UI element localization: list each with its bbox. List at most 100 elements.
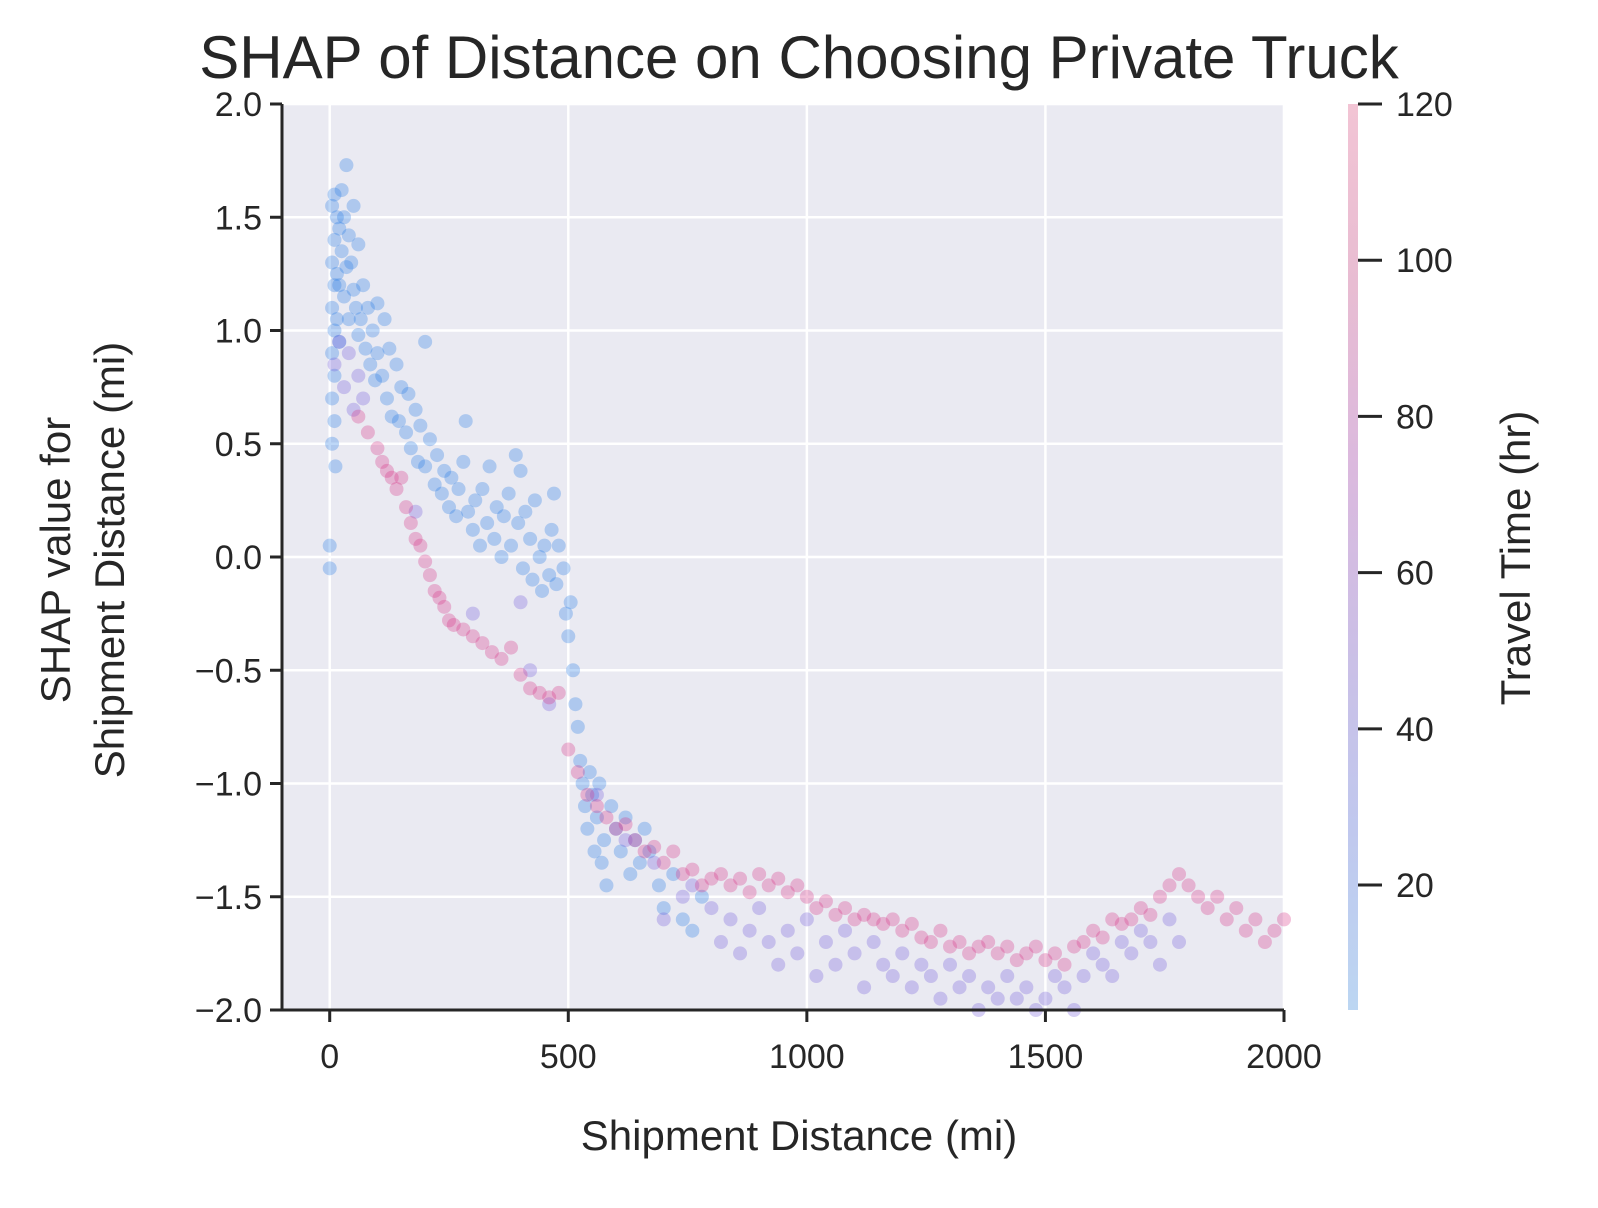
scatter-point xyxy=(508,448,523,463)
scatter-point xyxy=(418,459,433,474)
scatter-point xyxy=(923,935,938,950)
scatter-point xyxy=(523,531,538,546)
scatter-point xyxy=(434,486,449,501)
scatter-point xyxy=(1009,991,1024,1006)
scatter-point xyxy=(1172,867,1187,882)
scatter-point xyxy=(666,867,681,882)
scatter-point xyxy=(647,855,662,870)
y-tick-label: −0.5 xyxy=(195,652,262,690)
scatter-point xyxy=(713,867,728,882)
scatter-point xyxy=(780,885,795,900)
scatter-point xyxy=(914,930,929,945)
scatter-point xyxy=(587,844,602,859)
scatter-point xyxy=(694,889,709,904)
y-tick-label: −1.5 xyxy=(195,879,262,917)
scatter-point xyxy=(442,613,456,628)
scatter-point xyxy=(577,799,592,814)
x-tick-label: 500 xyxy=(540,1038,597,1076)
scatter-point xyxy=(1133,923,1148,938)
scatter-point xyxy=(628,833,643,848)
colorbar-label-group: Travel Time (hr) xyxy=(1492,411,1539,706)
scatter-point xyxy=(952,980,967,995)
scatter-point xyxy=(353,312,368,327)
scatter-point xyxy=(394,470,409,485)
scatter-point xyxy=(981,980,996,995)
scatter-point xyxy=(337,210,352,225)
scatter-point xyxy=(838,901,853,916)
scatter-point xyxy=(818,894,833,909)
scatter-point xyxy=(1277,912,1291,927)
scatter-point xyxy=(360,425,375,440)
scatter-point xyxy=(685,878,700,893)
scatter-point xyxy=(496,509,511,524)
colorbar-tick-label: 120 xyxy=(1396,86,1453,124)
scatter-point xyxy=(327,414,342,429)
scatter-point xyxy=(344,255,359,270)
scatter-point xyxy=(482,459,497,474)
grid-lines xyxy=(282,102,1286,1012)
scatter-point xyxy=(885,912,900,927)
scatter-point xyxy=(570,765,585,780)
scatter-point xyxy=(1076,969,1091,984)
scatter-point xyxy=(422,568,437,583)
scatter-point xyxy=(332,278,347,293)
scatter-point xyxy=(542,697,557,712)
scatter-point xyxy=(341,346,356,361)
scatter-point xyxy=(532,685,547,700)
scatter-point xyxy=(451,482,466,497)
scatter-point xyxy=(363,357,378,372)
scatter-point xyxy=(618,833,633,848)
scatter-point xyxy=(551,538,566,553)
scatter-point xyxy=(904,916,919,931)
scatter-point xyxy=(365,323,380,338)
colorbar xyxy=(1348,104,1358,1010)
scatter-point xyxy=(391,414,406,429)
scatter-point xyxy=(580,787,595,802)
scatter-point xyxy=(480,516,495,531)
scatter-point xyxy=(962,969,977,984)
scatter-point xyxy=(437,599,452,614)
scatter-point xyxy=(704,901,719,916)
scatter-point xyxy=(515,561,530,576)
scatter-point xyxy=(546,486,561,501)
scatter-point xyxy=(370,296,385,311)
scatter-point xyxy=(1133,901,1148,916)
scatter-point xyxy=(456,454,471,469)
scatter-point xyxy=(599,878,614,893)
scatter-point xyxy=(1019,980,1034,995)
scatter-point xyxy=(351,328,366,343)
scatter-point xyxy=(329,312,344,327)
scatter-point xyxy=(328,459,343,474)
scatter-point xyxy=(356,391,371,406)
scatter-point xyxy=(618,817,633,832)
scatter-point xyxy=(1219,912,1234,927)
scatter-point xyxy=(713,935,728,950)
scatter-point xyxy=(408,402,423,417)
scatter-point xyxy=(1057,980,1072,995)
scatter-point xyxy=(962,946,977,961)
scatter-point xyxy=(413,418,428,433)
scatter-point xyxy=(771,957,786,972)
y-axis-label-line2: Shipment Distance (mi) xyxy=(86,342,133,778)
scatter-point xyxy=(1124,912,1139,927)
scatter-point xyxy=(1038,953,1053,968)
scatter-point xyxy=(523,663,538,678)
scatter-point xyxy=(1162,878,1177,893)
scatter-point xyxy=(475,482,490,497)
scatter-point xyxy=(780,923,795,938)
scatter-point xyxy=(575,776,590,791)
scatter-point xyxy=(346,198,361,213)
scatter-point xyxy=(618,810,633,825)
scatter-point xyxy=(549,577,564,592)
scatter-point xyxy=(341,312,356,327)
scatter-point xyxy=(339,158,354,173)
scatter-point xyxy=(501,486,516,501)
scatter-point xyxy=(1057,957,1072,972)
scatter-point xyxy=(599,810,614,825)
scatter-point xyxy=(494,550,509,564)
scatter-point xyxy=(325,300,340,315)
scatter-point xyxy=(511,516,526,531)
scatter-point xyxy=(461,504,476,519)
scatter-point xyxy=(990,991,1005,1006)
scatter-point xyxy=(981,935,996,950)
